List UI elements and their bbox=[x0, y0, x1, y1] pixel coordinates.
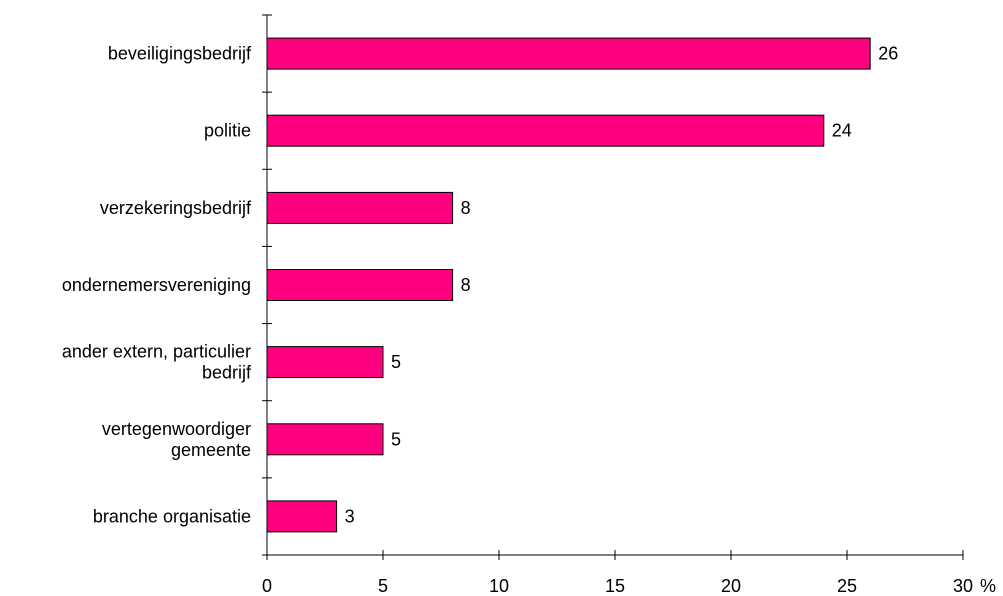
bar-3 bbox=[266, 269, 454, 301]
value-label-3: 8 bbox=[461, 275, 471, 295]
category-label-line: branche organisatie bbox=[93, 506, 251, 526]
bar-2 bbox=[266, 191, 454, 224]
x-axis-unit: % bbox=[980, 576, 996, 596]
category-label-1: politie bbox=[204, 121, 251, 141]
bar-0 bbox=[266, 37, 871, 70]
x-tick-label-2: 10 bbox=[489, 576, 509, 596]
category-label-3: ondernemersvereniging bbox=[62, 275, 251, 295]
category-label-line: vertegenwoordiger bbox=[102, 419, 251, 439]
value-label-2: 8 bbox=[461, 198, 471, 218]
category-label-line: ondernemersvereniging bbox=[62, 275, 251, 295]
category-label-line: beveiligingsbedrijf bbox=[108, 44, 252, 64]
x-tick-label-5: 25 bbox=[837, 576, 857, 596]
value-label-1: 24 bbox=[832, 121, 852, 141]
category-label-2: verzekeringsbedrijf bbox=[100, 198, 252, 218]
category-label-line: ander extern, particulier bbox=[62, 342, 251, 362]
x-tick-label-1: 5 bbox=[378, 576, 388, 596]
value-label-6: 3 bbox=[345, 506, 355, 526]
bar-1 bbox=[266, 114, 825, 147]
value-label-4: 5 bbox=[391, 352, 401, 372]
x-tick-label-6: 30 bbox=[953, 576, 973, 596]
category-label-line: politie bbox=[204, 121, 251, 141]
value-label-5: 5 bbox=[391, 429, 401, 449]
category-label-line: bedrijf bbox=[202, 363, 252, 383]
category-label-line: gemeente bbox=[171, 440, 251, 460]
x-tick-label-0: 0 bbox=[262, 576, 272, 596]
category-label-4: ander extern, particulier bedrijf bbox=[62, 342, 252, 383]
category-label-0: beveiligingsbedrijf bbox=[108, 44, 252, 64]
x-tick-label-4: 20 bbox=[721, 576, 741, 596]
category-label-5: vertegenwoordiger gemeente bbox=[102, 419, 251, 460]
x-tick-label-3: 15 bbox=[605, 576, 625, 596]
bar-6 bbox=[266, 500, 338, 533]
value-label-0: 26 bbox=[878, 44, 898, 64]
bar-4 bbox=[266, 346, 384, 379]
category-label-6: branche organisatie bbox=[93, 506, 251, 526]
bar-5 bbox=[266, 423, 384, 456]
category-label-line: verzekeringsbedrijf bbox=[100, 198, 252, 218]
